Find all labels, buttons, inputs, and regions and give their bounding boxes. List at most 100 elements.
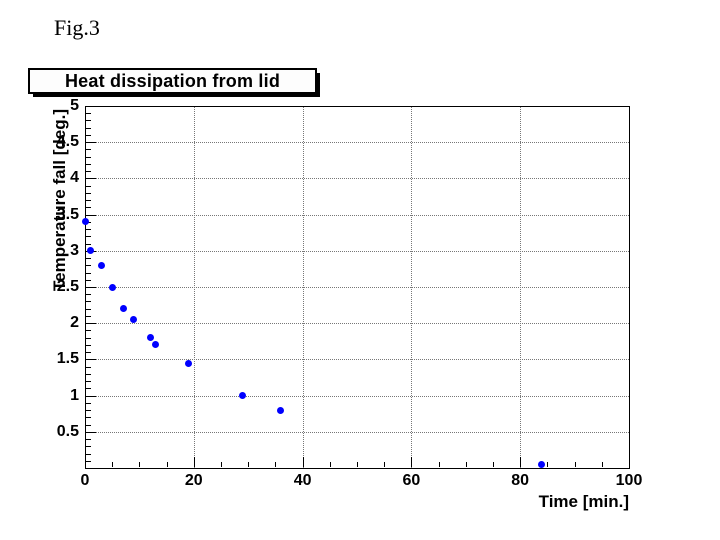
y-tick-label: 0.5 [56, 422, 79, 440]
gridline-horizontal [86, 250, 629, 252]
x-minor-tick [547, 462, 549, 467]
gridline-horizontal [86, 323, 629, 325]
y-minor-tick [86, 344, 91, 346]
y-minor-tick [86, 330, 91, 332]
y-minor-tick [86, 149, 91, 151]
x-minor-tick [221, 462, 222, 467]
y-minor-tick [86, 243, 91, 245]
y-minor-tick [86, 134, 91, 136]
y-major-tick [86, 323, 96, 325]
y-major-tick [86, 431, 96, 433]
x-major-tick [85, 457, 86, 467]
x-minor-tick [574, 462, 576, 467]
x-minor-tick [438, 462, 440, 467]
y-tick-label: 2 [70, 314, 79, 332]
chart-title-box: Heat dissipation from lid [28, 68, 317, 94]
y-major-tick [86, 142, 96, 144]
y-minor-tick [86, 294, 91, 296]
y-minor-tick [86, 460, 91, 462]
x-minor-tick [384, 462, 386, 467]
data-point [277, 406, 285, 414]
x-tick-label: 40 [293, 472, 312, 489]
y-minor-tick [86, 258, 91, 260]
y-tick-label: 1 [70, 386, 79, 404]
y-minor-tick [86, 308, 91, 310]
data-point [97, 261, 105, 269]
y-tick-label: 3 [70, 241, 79, 259]
data-point [239, 392, 247, 400]
y-minor-tick [86, 171, 91, 173]
y-minor-tick [86, 424, 91, 426]
x-major-tick [193, 457, 195, 467]
chart-title: Heat dissipation from lid [64, 70, 281, 91]
y-minor-tick [86, 315, 91, 317]
y-major-tick [86, 359, 96, 361]
x-tick-label: 0 [80, 472, 90, 489]
gridline-horizontal [86, 395, 629, 397]
y-major-tick [86, 178, 96, 180]
y-minor-tick [86, 388, 91, 390]
y-major-tick [86, 106, 96, 107]
gridline-horizontal [86, 359, 629, 361]
y-major-tick [86, 287, 96, 288]
x-minor-tick [275, 462, 277, 467]
gridline-vertical [411, 107, 413, 468]
y-minor-tick [86, 163, 91, 165]
gridline-vertical [193, 107, 195, 468]
x-major-tick [302, 457, 304, 467]
x-minor-tick [465, 462, 467, 467]
y-minor-tick [86, 113, 91, 115]
x-minor-tick [166, 462, 168, 467]
data-point [146, 334, 154, 342]
data-point [119, 305, 127, 313]
x-major-tick [520, 457, 522, 467]
x-major-tick [629, 457, 630, 467]
y-minor-tick [86, 337, 91, 339]
y-tick-label: 5 [70, 97, 79, 114]
y-minor-tick [86, 229, 91, 231]
y-minor-tick [86, 265, 91, 267]
data-point [152, 341, 160, 349]
y-minor-tick [86, 207, 91, 209]
gridline-vertical [520, 107, 522, 468]
gridline-horizontal [86, 431, 629, 433]
data-point [184, 359, 192, 367]
figure-label: Fig.3 [54, 15, 100, 40]
y-minor-tick [86, 373, 91, 375]
y-minor-tick [86, 120, 91, 122]
y-minor-tick [86, 402, 91, 404]
y-tick-label: 2.5 [56, 278, 79, 295]
data-point [81, 218, 89, 226]
gridline-horizontal [86, 214, 629, 216]
x-tick-label: 80 [511, 472, 530, 489]
data-point [538, 460, 546, 468]
y-tick-label: 3.5 [56, 205, 79, 223]
y-minor-tick [86, 417, 91, 419]
y-major-tick [86, 214, 96, 216]
y-minor-tick [86, 352, 91, 354]
data-point [86, 247, 94, 255]
gridline-horizontal [86, 178, 629, 180]
y-tick-label: 4.5 [56, 133, 79, 151]
y-minor-tick [86, 381, 91, 383]
y-minor-tick [86, 156, 91, 158]
y-minor-tick [86, 410, 91, 412]
x-major-tick [411, 457, 413, 467]
y-minor-tick [86, 272, 91, 274]
y-minor-tick [86, 185, 91, 187]
x-minor-tick [112, 462, 114, 467]
y-minor-tick [86, 439, 91, 441]
y-minor-tick [86, 127, 91, 129]
y-minor-tick [86, 453, 91, 455]
data-point [108, 283, 116, 291]
x-minor-tick [493, 462, 494, 467]
y-minor-tick [86, 301, 91, 303]
y-minor-tick [86, 192, 91, 194]
x-minor-tick [139, 462, 141, 467]
x-minor-tick [601, 462, 603, 467]
x-tick-label: 20 [184, 472, 203, 489]
x-tick-label: 100 [615, 472, 643, 489]
x-minor-tick [248, 462, 250, 467]
